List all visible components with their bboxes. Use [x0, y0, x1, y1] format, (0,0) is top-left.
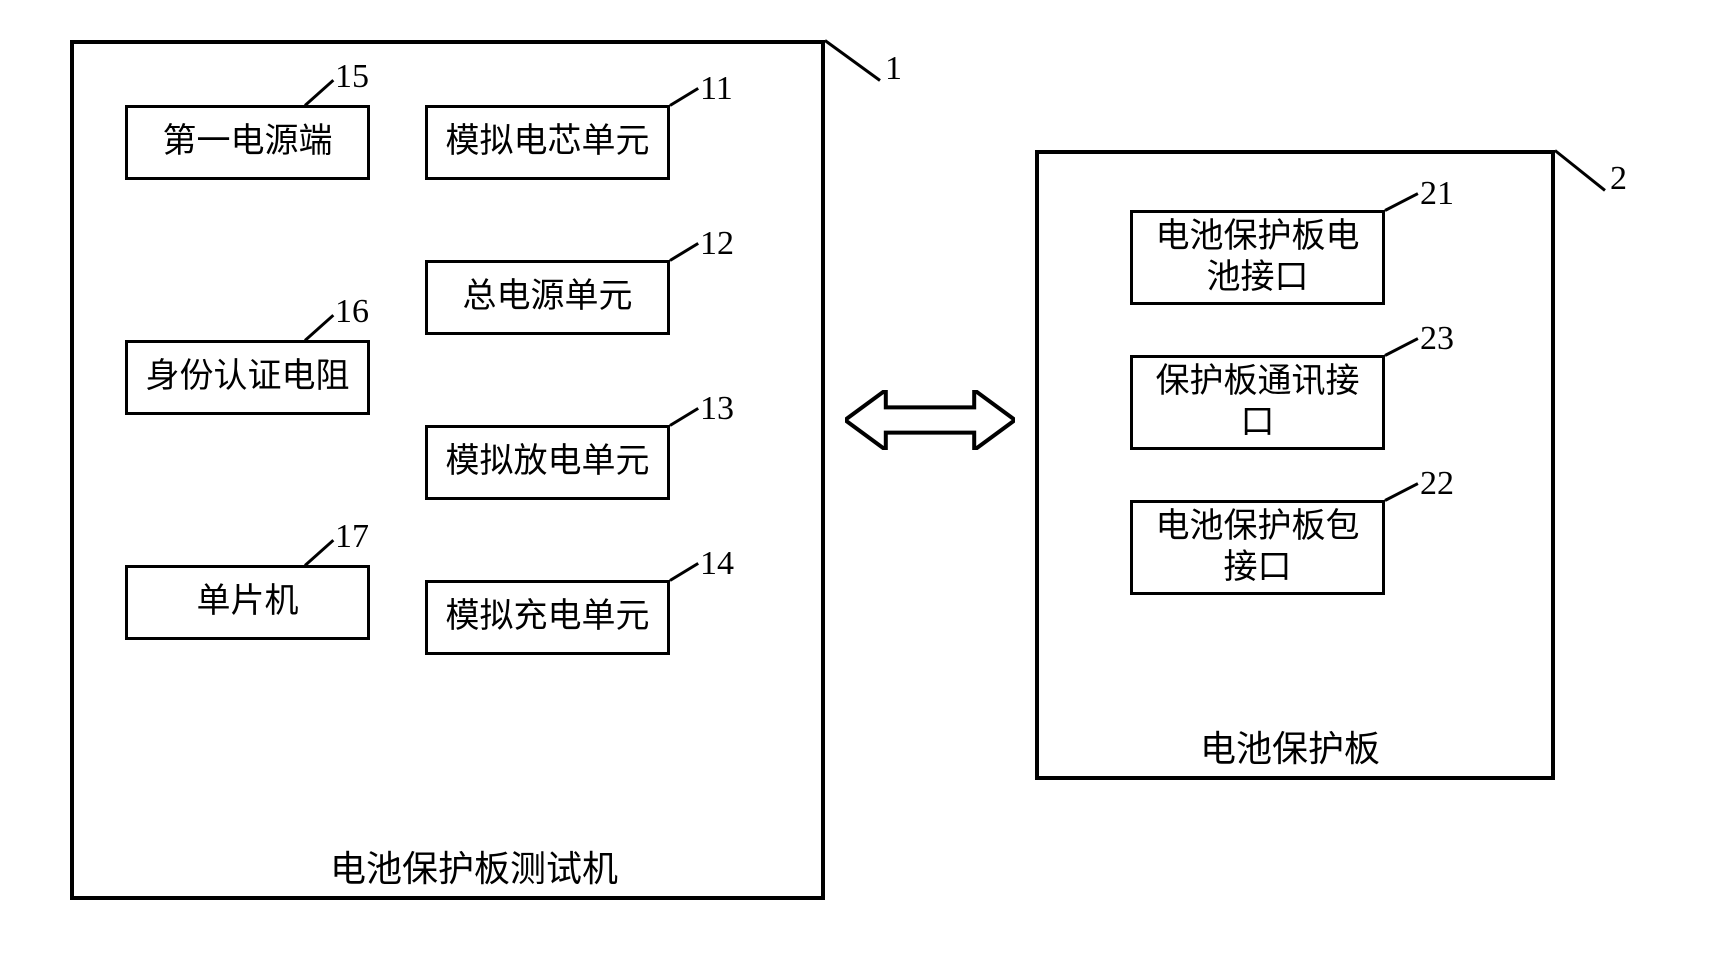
box16-number-label: 16	[335, 293, 369, 331]
box17-number-label: 17	[335, 518, 369, 556]
box15-number-label: 15	[335, 58, 369, 96]
box14: 模拟充电单元	[425, 580, 670, 655]
tester-number-label: 1	[885, 50, 902, 88]
leader-line	[824, 39, 881, 81]
box22: 电池保护板包 接口	[1130, 500, 1385, 595]
box11-number-label: 11	[700, 70, 733, 108]
box23: 保护板通讯接 口	[1130, 355, 1385, 450]
double-arrow-icon	[845, 390, 1015, 450]
box21-number-label: 21	[1420, 175, 1454, 213]
board-number-label: 2	[1610, 160, 1627, 198]
box11: 模拟电芯单元	[425, 105, 670, 180]
board-caption: 电池保护板	[1200, 720, 1380, 772]
box21: 电池保护板电 池接口	[1130, 210, 1385, 305]
box23-number-label: 23	[1420, 320, 1454, 358]
box13: 模拟放电单元	[425, 425, 670, 500]
box13-number-label: 13	[700, 390, 734, 428]
box12-number-label: 12	[700, 225, 734, 263]
leader-line	[1554, 149, 1606, 191]
box12: 总电源单元	[425, 260, 670, 335]
box17: 单片机	[125, 565, 370, 640]
box16: 身份认证电阻	[125, 340, 370, 415]
box15: 第一电源端	[125, 105, 370, 180]
box22-number-label: 22	[1420, 465, 1454, 503]
box14-number-label: 14	[700, 545, 734, 583]
tester-caption: 电池保护板测试机	[330, 840, 618, 892]
